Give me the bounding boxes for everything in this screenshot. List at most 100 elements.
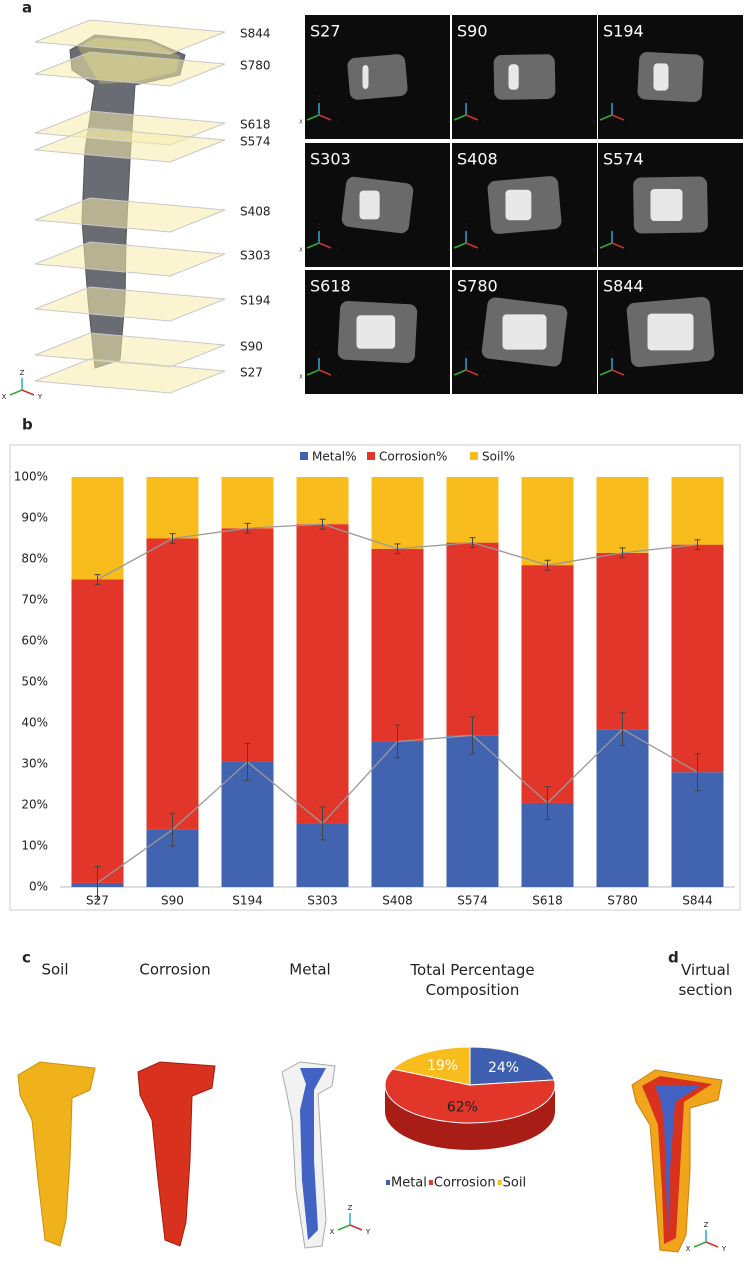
image-label: S408 [457, 150, 498, 169]
virtual-section-metal [655, 1086, 700, 1235]
legend-label: Corrosion [434, 1176, 496, 1191]
axis-letter: Z [20, 369, 25, 377]
bar-segment [221, 528, 274, 762]
axis-letter: Y [365, 1228, 371, 1236]
pie-slice [384, 1068, 556, 1124]
error-bar [394, 543, 401, 555]
y-tick-label: 60% [21, 634, 48, 648]
slice-label: S408 [240, 205, 271, 219]
axis-letter: X [299, 120, 303, 126]
error-bar [694, 753, 701, 792]
bar-segment [221, 761, 274, 887]
error-bar [169, 812, 176, 847]
specimen-cross-section [347, 54, 408, 100]
image-label: S194 [603, 22, 644, 41]
slice-label: S618 [240, 118, 271, 132]
panel-d-title-box: Virtual section [678, 961, 733, 999]
panel-label: d [668, 949, 679, 967]
metal-region [650, 189, 683, 221]
slice-plane [34, 358, 226, 394]
image-label: S90 [457, 22, 488, 41]
pie-title-box: Total Percentage Composition [410, 961, 535, 999]
slice-label: S574 [240, 135, 271, 149]
axis-letter: Z [348, 1204, 353, 1212]
pie-title: Total Percentage Composition [410, 961, 535, 999]
axis-icon [21, 389, 35, 396]
axis-letter: Y [334, 375, 339, 381]
bar-segment [71, 477, 124, 580]
soil-render [17, 1061, 96, 1247]
axis-letter: X [592, 248, 596, 254]
y-tick-label: 80% [21, 552, 48, 566]
virtual-section-corrosion [642, 1076, 712, 1244]
axis-letter: Z [464, 224, 468, 230]
render-title: Metal [289, 961, 330, 979]
bar-segment [446, 735, 499, 887]
axis-icon [611, 114, 625, 121]
metal-core [300, 1068, 326, 1240]
bar-segment [146, 477, 199, 539]
render-title: Soil [41, 961, 68, 979]
axis-letter: X [592, 375, 596, 381]
y-tick-label: 70% [21, 593, 48, 607]
error-bar [94, 574, 101, 585]
axis-icon [318, 369, 332, 376]
axis-letter: X [2, 393, 7, 401]
axis-letter: Z [610, 351, 614, 357]
axis-letter: Y [37, 393, 43, 401]
axis-letter: X [446, 248, 450, 254]
slice-label: S844 [240, 27, 271, 41]
metal-region [647, 313, 694, 351]
slice-label: S780 [240, 59, 271, 73]
axis-icon [453, 114, 467, 121]
chart-frame [9, 444, 741, 911]
axis-letter: X [299, 375, 303, 381]
bar-segment [371, 477, 424, 549]
image-label: S844 [603, 277, 644, 296]
axis-icon [693, 1241, 707, 1248]
axis-icon [465, 114, 479, 121]
axis-letter: X [446, 120, 450, 126]
pie-value-label: 24% [488, 1060, 519, 1076]
axis-letter: Y [481, 120, 486, 126]
axis-letter: Y [721, 1245, 727, 1253]
axis-letter: X [686, 1245, 691, 1253]
error-bar [544, 559, 551, 571]
error-bar [694, 539, 701, 551]
axis-letter: Z [704, 1221, 709, 1229]
pie-slice [391, 1046, 471, 1086]
slice-label: S194 [240, 294, 271, 308]
panel-d-title: Virtual section [678, 961, 733, 999]
error-bar [244, 522, 251, 534]
legend-label: Metal% [312, 450, 357, 464]
y-tick-label: 20% [21, 798, 48, 812]
bar-segment [71, 579, 124, 883]
axis-icon [599, 114, 613, 121]
bar-segment [596, 477, 649, 553]
axis-icon [465, 242, 479, 249]
error-bar [394, 724, 401, 759]
metal-region [502, 314, 547, 350]
slice-label: S303 [240, 249, 271, 263]
axis-icon [705, 1241, 719, 1248]
metal-region [359, 190, 380, 220]
axis-letter: Z [610, 96, 614, 102]
bar-segment [371, 548, 424, 742]
axis-letter: Y [627, 248, 632, 254]
slice-plane [34, 241, 226, 277]
axis-icon [318, 114, 332, 121]
slice-plane [34, 286, 226, 322]
y-tick-label: 100% [14, 470, 48, 484]
image-label: S27 [310, 22, 341, 41]
x-tick-label: S303 [307, 894, 338, 908]
axis-icon [337, 1224, 351, 1231]
bar-segment [596, 552, 649, 730]
axis-icon [306, 114, 320, 121]
x-tick-label: S408 [382, 894, 413, 908]
slice-plane [34, 51, 226, 87]
axis-letter: Y [481, 248, 486, 254]
error-bar [619, 547, 626, 559]
pie-slice [469, 1046, 555, 1086]
error-bar [169, 533, 176, 544]
